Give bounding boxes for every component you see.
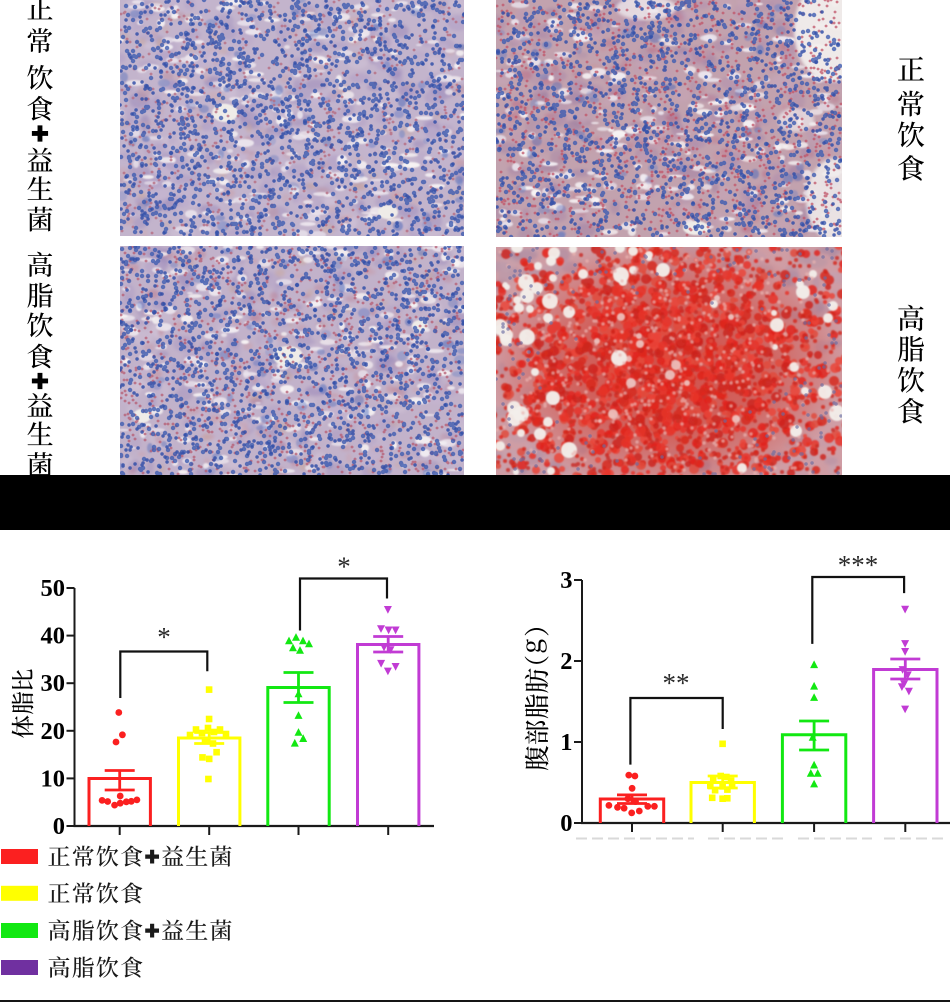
svg-text:50: 50 [41,575,66,602]
svg-text:10: 10 [41,765,66,792]
svg-text:30: 30 [41,670,66,697]
svg-text:20: 20 [41,718,66,745]
svg-text:*: * [337,552,351,582]
svg-text:0: 0 [53,813,65,840]
svg-text:3: 3 [560,567,572,594]
svg-text:2: 2 [560,648,572,675]
svg-text:***: *** [838,550,879,580]
svg-text:0: 0 [560,810,572,837]
svg-text:1: 1 [560,729,572,756]
svg-text:**: ** [663,668,690,698]
svg-text:*: * [157,622,171,652]
svg-text:40: 40 [41,623,66,650]
